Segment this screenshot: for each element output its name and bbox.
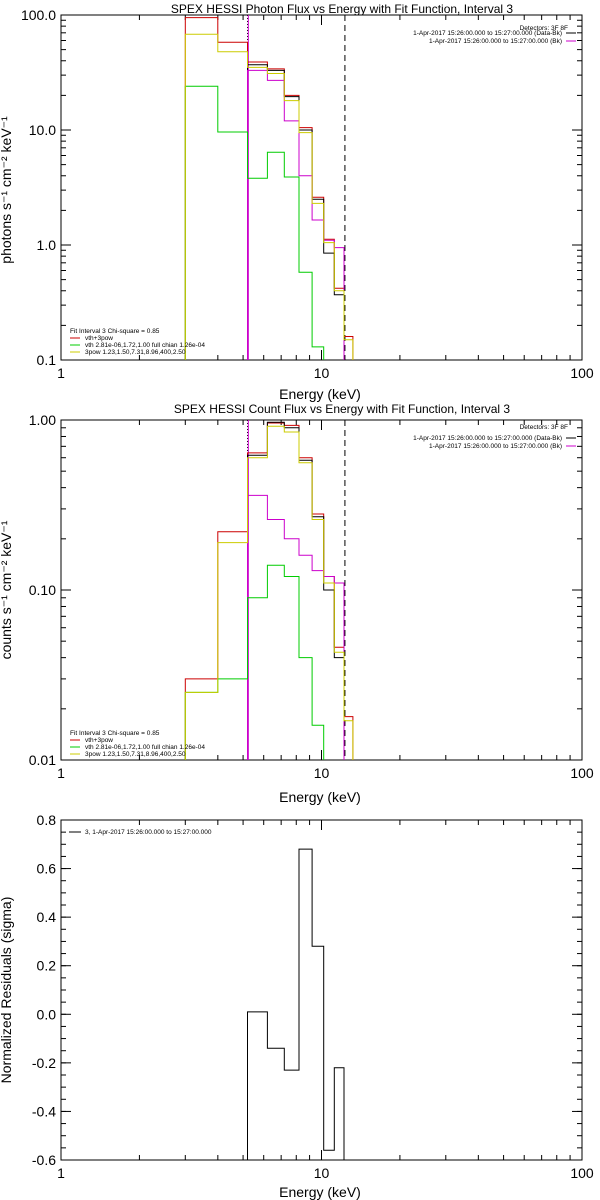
y-tick-label: 0.01 — [29, 752, 56, 768]
series-1-step-line — [247, 64, 345, 360]
plot-frame — [60, 819, 583, 1161]
residuals-panel: Energy (keV) Normalized Residuals (sigma… — [0, 812, 594, 1200]
photon-flux-panel: SPEX HESSI Photon Flux vs Energy with Fi… — [0, 2, 594, 402]
y-tick-label: 0.2 — [37, 958, 57, 974]
legend-label: 3, 1-Apr-2017 15:26:00.000 to 15:27:00.0… — [85, 829, 212, 836]
photon-flux-detectors-label: Detectors: 3F 8F — [520, 25, 568, 32]
residuals-xlabel: Energy (keV) — [279, 1184, 361, 1200]
y-tick-label: 10.0 — [29, 122, 56, 138]
fit-legend-label: 3pow 1.23,1.50,7.31,8.96,400,2.50 — [85, 349, 186, 356]
photon-flux-fit-header: Fit Interval 3 Chi-square = 0.85 — [70, 328, 160, 335]
series-0-step-line — [184, 17, 354, 360]
plot-frame — [60, 14, 583, 361]
series-0-step-line — [184, 422, 354, 760]
fit-legend-label: vth 2.81e-06,1.72,1.00 full chian 1.26e-… — [85, 744, 205, 751]
count-flux-fit-header: Fit Interval 3 Chi-square = 0.85 — [70, 730, 160, 737]
legend-label: 1-Apr-2017 15:26:00.000 to 15:27:00.000 … — [429, 443, 562, 450]
residuals-ylabel: Normalized Residuals (sigma) — [0, 897, 14, 1084]
x-tick-label: 100 — [570, 1165, 594, 1181]
count-flux-xlabel: Energy (keV) — [279, 789, 361, 805]
y-tick-label: 1.0 — [37, 237, 57, 253]
series-4-step-line — [184, 33, 354, 360]
series-2-step-line — [247, 69, 345, 360]
series-3-step-line — [184, 564, 325, 760]
y-tick-label: 0.4 — [37, 909, 57, 925]
fit-legend-label: vth+3pow — [85, 335, 113, 342]
photon-flux-xlabel: Energy (keV) — [279, 386, 361, 402]
x-tick-label: 100 — [570, 765, 594, 781]
photon-flux-ylabel: photons s⁻¹ cm⁻² keV⁻¹ — [0, 116, 14, 264]
series-2-step-line — [247, 494, 345, 760]
x-tick-label: 10 — [314, 765, 330, 781]
y-tick-label: 0.8 — [37, 812, 57, 828]
y-tick-label: 0.0 — [37, 1006, 57, 1022]
series-4-step-line — [184, 425, 354, 760]
legend-label: 1-Apr-2017 15:26:00.000 to 15:27:00.000 … — [413, 435, 562, 442]
series-0-step-line — [247, 848, 345, 1160]
fit-legend-label: vth+3pow — [85, 737, 113, 744]
fit-legend-label: 3pow 1.23,1.50,7.31,8.96,400,2.50 — [85, 751, 186, 758]
legend-label: 1-Apr-2017 15:26:00.000 to 15:27:00.000 … — [429, 38, 562, 45]
x-tick-label: 10 — [314, 365, 330, 381]
y-tick-label: -0.2 — [32, 1055, 56, 1071]
legend-label: 1-Apr-2017 15:26:00.000 to 15:27:00.000 … — [413, 30, 562, 37]
y-tick-label: 0.10 — [29, 582, 56, 598]
series-3-step-line — [184, 85, 325, 360]
count-flux-detectors-label: Detectors: 3F 8F — [520, 424, 568, 431]
series-1-step-line — [247, 421, 345, 760]
count-flux-panel: SPEX HESSI Count Flux vs Energy with Fit… — [0, 402, 594, 805]
x-tick-label: 1 — [57, 365, 65, 381]
count-flux-title: SPEX HESSI Count Flux vs Energy with Fit… — [174, 402, 510, 416]
count-flux-ylabel: counts s⁻¹ cm⁻² keV⁻¹ — [0, 520, 14, 659]
x-tick-label: 100 — [570, 365, 594, 381]
plot-frame — [60, 419, 583, 761]
y-tick-label: -0.4 — [32, 1103, 56, 1119]
x-tick-label: 1 — [57, 765, 65, 781]
y-tick-label: 100.0 — [21, 7, 56, 23]
y-tick-label: 0.6 — [37, 861, 57, 877]
y-tick-label: -0.6 — [32, 1152, 56, 1168]
x-tick-label: 10 — [314, 1165, 330, 1181]
x-tick-label: 1 — [57, 1165, 65, 1181]
photon-flux-title: SPEX HESSI Photon Flux vs Energy with Fi… — [171, 2, 513, 16]
fit-legend-label: vth 2.81e-06,1.72,1.00 full chian 1.26e-… — [85, 342, 205, 349]
y-tick-label: 1.00 — [29, 412, 56, 428]
y-tick-label: 0.1 — [37, 352, 57, 368]
